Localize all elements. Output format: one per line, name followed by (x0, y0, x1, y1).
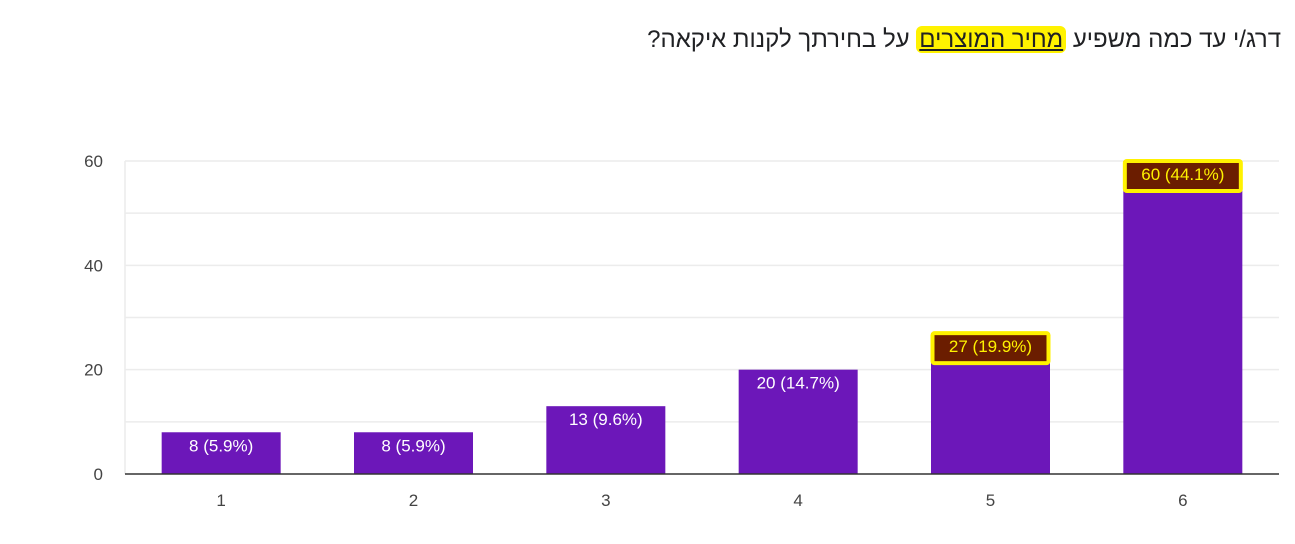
x-tick-label: 4 (793, 491, 802, 510)
title-highlight: מחיר המוצרים (916, 26, 1067, 53)
bar-data-label: 20 (14.7%) (757, 374, 840, 393)
label-background (1126, 163, 1239, 189)
gridlines (124, 160, 1279, 474)
bar-data-label: 27 (19.9%) (949, 337, 1032, 356)
bar-data-label: 8 (5.9%) (189, 436, 253, 455)
y-tick-label: 20 (84, 361, 103, 380)
x-tick-label: 1 (216, 491, 225, 510)
label-background (934, 335, 1047, 362)
question-title: דרג/י עד כמה משפיע מחיר המוצרים על בחירת… (181, 20, 1281, 60)
x-axis-ticks: 1 2 3 4 5 6 (216, 491, 1187, 510)
bar (354, 432, 473, 474)
y-tick-label: 60 (84, 152, 103, 171)
title-text-before: דרג/י עד כמה משפיע (1066, 26, 1281, 53)
title-text-after: על בחירתך לקנות איקאה? (647, 26, 917, 53)
x-tick-label: 5 (986, 491, 995, 510)
bar (546, 406, 666, 474)
bar-data-label: 13 (9.6%) (569, 410, 643, 429)
bar-data-label: 60 (44.1%) (1141, 165, 1224, 184)
x-tick-label: 3 (601, 491, 610, 510)
bars: 8 (5.9%) 8 (5.9%) 13 (9.6%) 20 (14.7%) 27 (1… (161, 159, 1243, 474)
x-tick-label: 2 (409, 491, 418, 510)
bar (738, 369, 858, 474)
bar-data-label: 8 (5.9%) (381, 436, 445, 455)
y-tick-label: 40 (84, 256, 103, 275)
y-tick-label: 0 (94, 465, 103, 484)
x-tick-label: 6 (1178, 491, 1187, 510)
bar (161, 432, 281, 474)
y-axis-ticks: 0 20 40 60 (84, 152, 103, 484)
bar (1123, 161, 1243, 474)
